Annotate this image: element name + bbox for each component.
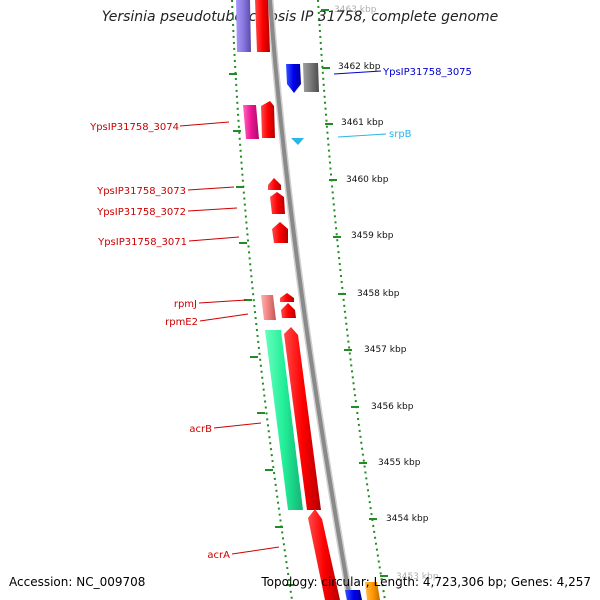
gene-ypsip31758-3074-magenta [243,105,259,139]
connector-acra [231,546,280,555]
kbp-label-3463: 3463 kbp [334,5,377,15]
kbp-label-3457: 3457 kbp [364,345,407,355]
connector-srpb [337,133,387,138]
connector-ypsip31758-3075 [333,70,382,75]
reverse-strand-genes [236,0,303,510]
gene-label-ypsip31758-3072: YpsIP31758_3072 [96,207,186,218]
kbp-label-3454: 3454 kbp [386,514,429,524]
accession-text: Accession: NC_009708 [9,575,146,589]
gene-orange-bottom [365,582,380,600]
gene-ypsip31758-3074-red [261,101,275,138]
kbp-label-3459: 3459 kbp [351,231,394,241]
connector-ypsip31758-3073 [187,186,235,191]
connector-ypsip31758-3074 [179,121,230,127]
gene-ypsip31758-3071 [272,222,288,243]
gene-ypsip31758-3072 [270,192,285,214]
kbp-label-3453: 3453 kbp [396,572,439,582]
gene-label-ypsip31758-3074: YpsIP31758_3074 [89,122,179,133]
gene-ypsip31758-3075 [286,64,301,93]
connector-acrb [213,422,262,429]
gene-label-acra: acrA [207,550,230,561]
map-title: Yersinia pseudotuberculosis IP 31758, co… [101,9,499,25]
outer-genes [286,63,380,600]
gene-label-acrb: acrB [189,424,212,435]
gene-acra [308,509,340,600]
gene-rpmj-red [280,293,294,302]
gene-rpme2 [281,303,296,318]
kbp-label-3458: 3458 kbp [357,289,400,299]
label-connectors [179,70,387,555]
gene-label-rpmj: rpmJ [174,299,197,310]
forward-strand-genes [255,0,340,600]
kbp-label-3462: 3462 kbp [338,62,381,72]
kbp-label-3460: 3460 kbp [346,175,389,185]
genome-backbone [266,0,354,600]
inner-dotted-ring [231,0,293,600]
gene-labels: YpsIP31758_3075 srpB YpsIP31758_3074 Yps… [89,67,472,561]
kbp-label-3461: 3461 kbp [341,118,384,128]
gene-lavender [236,0,251,52]
kbp-label-3456: 3456 kbp [371,402,414,412]
gene-acrb-red [284,327,321,510]
gene-acrb [265,330,303,510]
outer-dotted-ring [317,0,386,600]
kbp-labels: 3463 kbp 3462 kbp 3461 kbp 3460 kbp 3459… [334,5,439,582]
kbp-label-3455: 3455 kbp [378,458,421,468]
genome-summary-text: Topology: circular; Length: 4,723,306 bp… [261,575,591,589]
gene-label-ypsip31758-3075: YpsIP31758_3075 [382,67,472,78]
gene-label-srpb: srpB [389,129,412,140]
connector-ypsip31758-3071 [188,236,240,242]
connector-rpme2 [199,313,249,322]
gene-srpb [291,138,304,145]
gene-blue-bottom [345,590,362,600]
gene-gray [303,63,319,92]
kbp-ticks [321,9,388,577]
inner-ring-ticks [229,73,294,586]
gene-label-ypsip31758-3071: YpsIP31758_3071 [97,237,187,248]
connector-ypsip31758-3072 [187,207,238,212]
gene-ypsip31758-3073 [268,178,281,190]
gene-label-ypsip31758-3073: YpsIP31758_3073 [96,186,186,197]
gene-red-top [255,0,270,52]
connector-rpmj [198,299,247,304]
gene-rpmj [261,295,276,320]
gene-label-rpme2: rpmE2 [165,317,198,328]
